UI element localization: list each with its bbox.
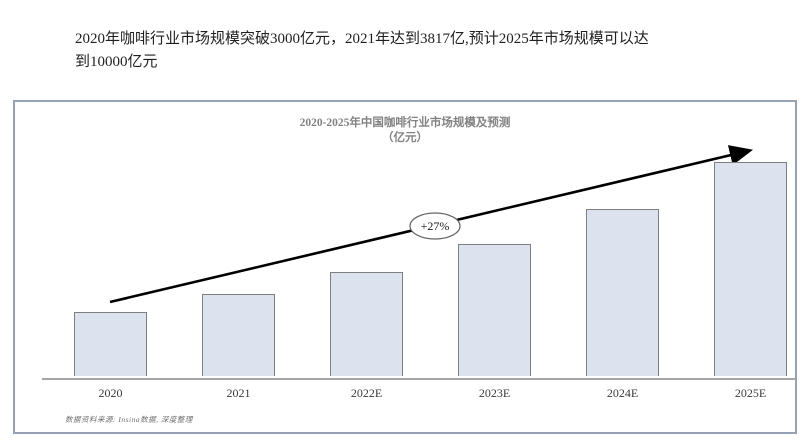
x-tick-2024E: 2024E xyxy=(606,386,639,400)
headline: 2020年咖啡行业市场规模突破3000亿元，2021年达到3817亿,预计202… xyxy=(75,28,745,74)
x-tick-2021: 2021 xyxy=(226,386,251,400)
trend-annotation-label: +27% xyxy=(421,219,450,233)
source-note: 数据资料来源: Insina数据, 深度整理 xyxy=(65,415,193,424)
trend-annotation-ellipse xyxy=(409,212,461,240)
bar-2021 xyxy=(202,294,275,376)
trend-arrow: +27% xyxy=(109,145,754,304)
x-tick-2022E: 2022E xyxy=(350,386,383,400)
chart-title: 2020-2025年中国咖啡行业市场规模及预测 （亿元） xyxy=(15,116,795,146)
bar-2022E xyxy=(330,272,403,376)
x-tick-2023E: 2023E xyxy=(478,386,511,400)
x-tick-2025E: 2025E xyxy=(734,386,767,400)
bar-2024E xyxy=(586,209,659,376)
headline-line1: 2020年咖啡行业市场规模突破3000亿元，2021年达到3817亿,预计202… xyxy=(75,31,649,47)
chart-container: 2020-2025年中国咖啡行业市场规模及预测 （亿元） +27% 2020 20… xyxy=(13,100,797,434)
headline-line2: 到10000亿元 xyxy=(75,54,158,70)
x-axis-line xyxy=(42,378,796,380)
x-tick-2020: 2020 xyxy=(98,386,123,400)
bar-2023E xyxy=(458,244,531,376)
chart-title-unit: （亿元） xyxy=(382,132,428,144)
chart-title-text: 2020-2025年中国咖啡行业市场规模及预测 xyxy=(299,117,511,129)
bar-2025E xyxy=(714,162,787,376)
bar-2020 xyxy=(74,312,147,376)
